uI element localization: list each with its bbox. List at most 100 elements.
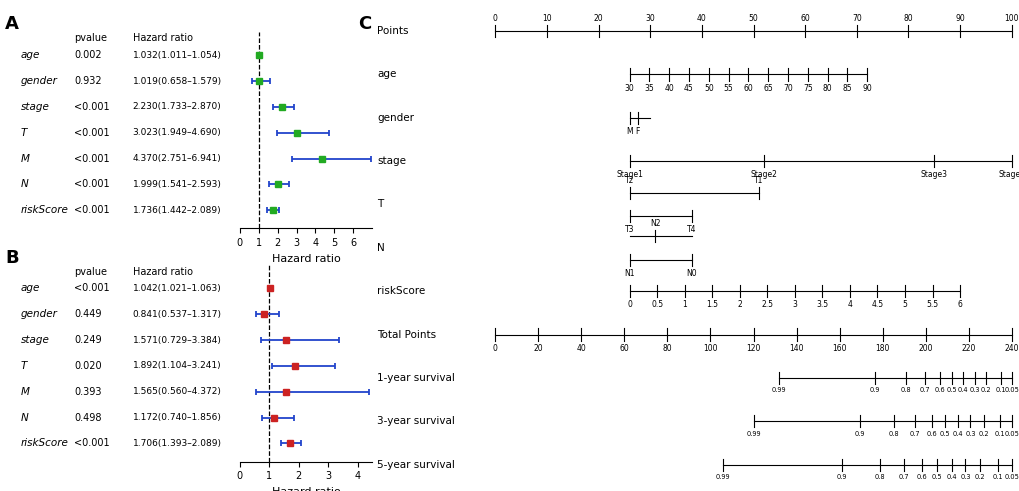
Text: T: T <box>20 128 26 137</box>
Text: 0.05: 0.05 <box>1004 387 1018 393</box>
Text: 0.1: 0.1 <box>995 387 1005 393</box>
Text: 0.99: 0.99 <box>746 431 760 436</box>
Text: M: M <box>626 127 632 136</box>
Text: 0: 0 <box>627 300 632 309</box>
Text: N2: N2 <box>649 219 660 228</box>
Text: 50: 50 <box>703 83 713 93</box>
Text: <0.001: <0.001 <box>74 128 110 137</box>
Text: 60: 60 <box>619 344 629 353</box>
Text: 220: 220 <box>961 344 975 353</box>
Text: stage: stage <box>377 156 406 166</box>
Text: 40: 40 <box>663 83 674 93</box>
Text: 30: 30 <box>624 83 634 93</box>
Text: T4: T4 <box>686 225 696 235</box>
Text: 2.230(1.733–2.870): 2.230(1.733–2.870) <box>132 102 221 111</box>
Text: 1.571(0.729–3.384): 1.571(0.729–3.384) <box>132 335 221 345</box>
Text: 0.4: 0.4 <box>946 474 956 480</box>
Text: <0.001: <0.001 <box>74 102 110 112</box>
Text: 0.99: 0.99 <box>771 387 786 393</box>
Text: 0.05: 0.05 <box>1004 431 1018 436</box>
Text: Total Points: Total Points <box>377 329 436 340</box>
Text: 40: 40 <box>696 14 706 23</box>
Text: 0: 0 <box>492 14 497 23</box>
Text: age: age <box>20 50 40 60</box>
Text: 80: 80 <box>662 344 672 353</box>
Text: B: B <box>5 248 18 267</box>
Text: 1.736(1.442–2.089): 1.736(1.442–2.089) <box>132 206 221 215</box>
Text: 0.7: 0.7 <box>909 431 920 436</box>
Text: 1.019(0.658–1.579): 1.019(0.658–1.579) <box>132 77 221 85</box>
Text: pvalue: pvalue <box>74 267 107 276</box>
Text: 60: 60 <box>743 83 752 93</box>
Text: N: N <box>377 243 385 253</box>
Text: 0.5: 0.5 <box>650 300 662 309</box>
Text: Stage3: Stage3 <box>920 170 947 179</box>
Text: 1.042(1.021–1.063): 1.042(1.021–1.063) <box>132 284 221 293</box>
Text: 3.023(1.949–4.690): 3.023(1.949–4.690) <box>132 128 221 137</box>
Text: 5: 5 <box>902 300 907 309</box>
Text: T: T <box>20 361 26 371</box>
Text: Points: Points <box>377 26 409 36</box>
Text: 0.4: 0.4 <box>957 387 968 393</box>
Text: 0.2: 0.2 <box>977 431 987 436</box>
Text: 75: 75 <box>802 83 812 93</box>
Text: 20: 20 <box>533 344 543 353</box>
Text: 0.4: 0.4 <box>952 431 962 436</box>
Text: 3.5: 3.5 <box>815 300 827 309</box>
Text: <0.001: <0.001 <box>74 154 110 164</box>
Text: 120: 120 <box>746 344 760 353</box>
Text: Stage1: Stage1 <box>615 170 642 179</box>
Text: T3: T3 <box>625 225 634 235</box>
Text: 0.393: 0.393 <box>74 387 102 397</box>
Text: T1: T1 <box>753 176 762 185</box>
Text: <0.001: <0.001 <box>74 283 110 294</box>
Text: 1.999(1.541–2.593): 1.999(1.541–2.593) <box>132 180 221 189</box>
Text: 1.032(1.011–1.054): 1.032(1.011–1.054) <box>132 51 221 60</box>
Text: 0.1: 0.1 <box>994 431 1004 436</box>
Text: 240: 240 <box>1004 344 1018 353</box>
Text: Stage4: Stage4 <box>998 170 1019 179</box>
Text: gender: gender <box>20 76 57 86</box>
Text: 70: 70 <box>783 83 792 93</box>
Text: 0.3: 0.3 <box>968 387 979 393</box>
Text: 100: 100 <box>702 344 717 353</box>
Text: 0.7: 0.7 <box>919 387 929 393</box>
Text: 2: 2 <box>737 300 742 309</box>
Text: 0.498: 0.498 <box>74 412 102 423</box>
Text: 40: 40 <box>576 344 586 353</box>
Text: 1.892(1.104–3.241): 1.892(1.104–3.241) <box>132 361 221 370</box>
Text: 45: 45 <box>684 83 693 93</box>
Text: stage: stage <box>20 102 49 112</box>
Text: 0.5: 0.5 <box>940 431 950 436</box>
Text: 0.449: 0.449 <box>74 309 102 319</box>
Text: <0.001: <0.001 <box>74 438 110 448</box>
Text: M: M <box>20 387 30 397</box>
Text: 0.249: 0.249 <box>74 335 102 345</box>
Text: 80: 80 <box>903 14 912 23</box>
Text: N: N <box>20 179 29 190</box>
Text: 60: 60 <box>800 14 809 23</box>
X-axis label: Hazard ratio: Hazard ratio <box>271 253 340 264</box>
Text: gender: gender <box>20 309 57 319</box>
Text: 0.05: 0.05 <box>1004 474 1018 480</box>
Text: Hazard ratio: Hazard ratio <box>132 267 193 276</box>
Text: 3: 3 <box>792 300 797 309</box>
Text: T: T <box>377 199 383 210</box>
Text: 0.9: 0.9 <box>836 474 846 480</box>
Text: 1-year survival: 1-year survival <box>377 373 454 383</box>
Text: 0.5: 0.5 <box>946 387 957 393</box>
Text: 10: 10 <box>542 14 551 23</box>
Text: 140: 140 <box>789 344 803 353</box>
Text: 30: 30 <box>645 14 654 23</box>
Text: 0.9: 0.9 <box>854 431 864 436</box>
Text: M: M <box>20 154 30 164</box>
Text: gender: gender <box>377 113 414 123</box>
Text: 4.5: 4.5 <box>870 300 882 309</box>
Text: 1.172(0.740–1.856): 1.172(0.740–1.856) <box>132 413 221 422</box>
Text: riskScore: riskScore <box>20 205 68 215</box>
Text: N1: N1 <box>624 269 634 278</box>
Text: N0: N0 <box>686 269 696 278</box>
Text: riskScore: riskScore <box>20 438 68 448</box>
X-axis label: Hazard ratio: Hazard ratio <box>271 487 340 491</box>
Text: 4.370(2.751–6.941): 4.370(2.751–6.941) <box>132 154 221 163</box>
